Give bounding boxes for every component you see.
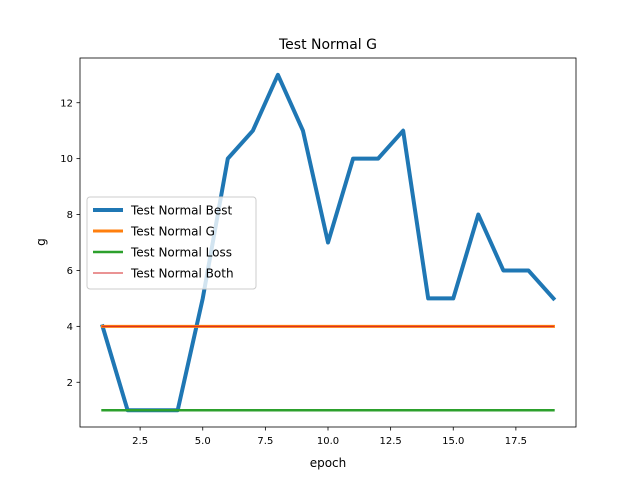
x-tick-label: 7.5: [257, 436, 273, 447]
legend: Test Normal Best Test Normal G Test Normal…: [86, 196, 257, 290]
y-tick-label: 4: [67, 322, 73, 333]
legend-label-1: Test Normal Best: [130, 204, 233, 218]
x-tick-label: 12.5: [379, 436, 401, 447]
legend-label-3: Test Normal Loss: [130, 246, 232, 260]
y-tick-label: 6: [67, 266, 73, 277]
y-tick-label: 2: [67, 378, 73, 389]
legend-label-4: Test Normal Both: [130, 267, 234, 281]
x-tick-label: 2.5: [132, 436, 148, 447]
legend-label-2: Test Normal G: [130, 225, 215, 239]
x-tick-label: 5.0: [195, 436, 211, 447]
y-tick-label: 10: [60, 154, 73, 165]
y-tick-label: 12: [60, 98, 73, 109]
chart-title: Test Normal G: [278, 37, 377, 53]
x-tick-label: 10.0: [317, 436, 339, 447]
y-tick-label: 8: [67, 210, 73, 221]
x-tick-label: 17.5: [505, 436, 527, 447]
series-lines: [100, 72, 557, 413]
x-axis-label: epoch: [310, 456, 347, 470]
x-tick-label: 15.0: [442, 436, 464, 447]
legend-box: [86, 196, 257, 290]
y-axis-label: g: [34, 238, 48, 246]
plot-area: 2.5 5.0 7.5 10.0 12.5 15.0 17.5 2 4 6 8 10 12: [60, 57, 577, 447]
